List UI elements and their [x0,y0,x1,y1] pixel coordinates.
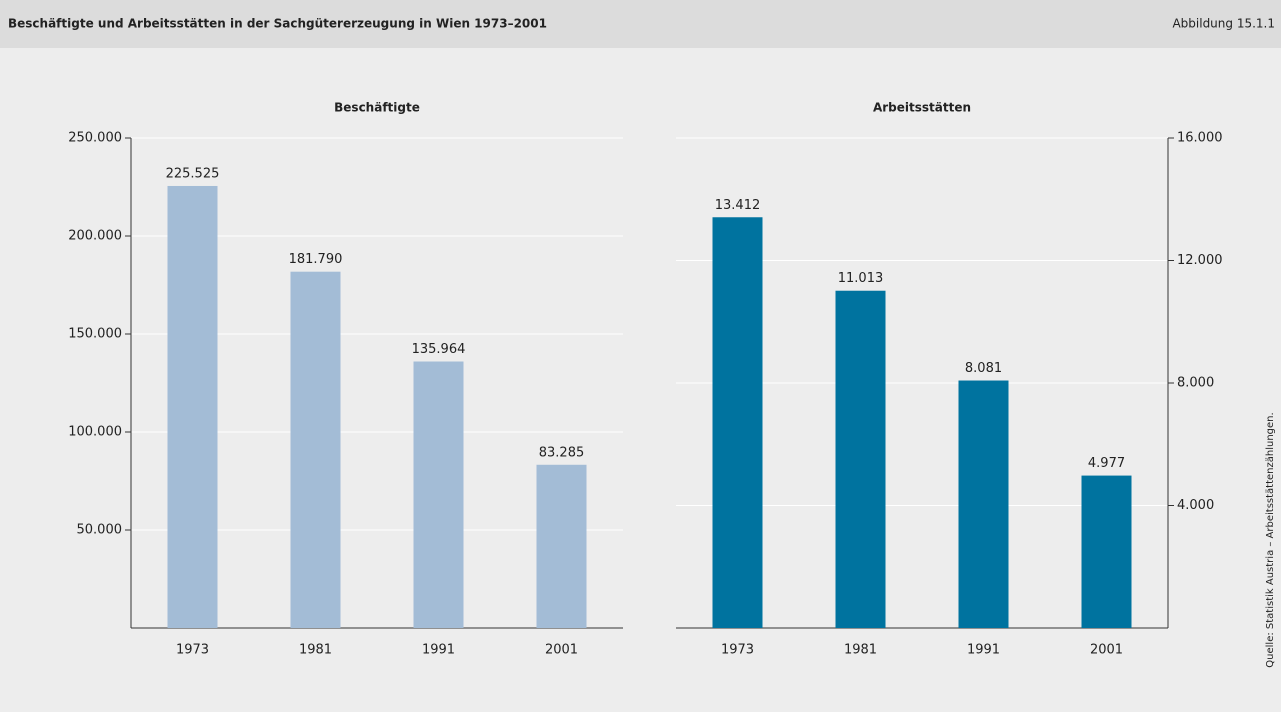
y-tick-label: 100.000 [68,425,122,440]
x-tick-label: 1991 [967,643,1000,658]
x-tick-label: 1973 [176,643,209,658]
data-label: 135.964 [412,342,466,357]
header-bar [0,0,1281,48]
y-tick-label: 16.000 [1177,131,1223,146]
header-title: Beschäftigte und Arbeitsstätten in der S… [8,17,547,31]
bar [958,380,1009,628]
y-tick-label: 200.000 [68,229,122,244]
chart-title: Arbeitsstätten [873,101,971,115]
bar [290,271,341,628]
data-label: 83.285 [539,445,585,460]
bar [167,185,218,628]
bar [712,217,763,628]
x-tick-label: 1991 [422,643,455,658]
figure-label: Abbildung 15.1.1 [1172,17,1275,31]
data-label: 181.790 [289,252,343,267]
bar [835,290,886,628]
source: Quelle: Statistik Austria – Arbeitsstätt… [1265,412,1276,667]
data-label: 8.081 [965,361,1002,376]
x-tick-label: 1981 [844,643,877,658]
x-tick-label: 2001 [1090,643,1123,658]
chart-title: Beschäftigte [334,101,420,115]
data-label: 11.013 [838,271,884,286]
x-tick-label: 1981 [299,643,332,658]
data-label: 4.977 [1088,456,1125,471]
y-tick-label: 250.000 [68,131,122,146]
bar [1081,475,1132,628]
data-label: 225.525 [166,166,220,181]
y-tick-label: 4.000 [1177,498,1214,513]
y-tick-label: 8.000 [1177,376,1214,391]
bar [536,464,587,628]
x-tick-label: 1973 [721,643,754,658]
data-label: 13.412 [715,198,761,213]
x-tick-label: 2001 [545,643,578,658]
bar [413,361,464,628]
y-tick-label: 150.000 [68,327,122,342]
y-tick-label: 50.000 [77,523,123,538]
y-tick-label: 12.000 [1177,253,1223,268]
